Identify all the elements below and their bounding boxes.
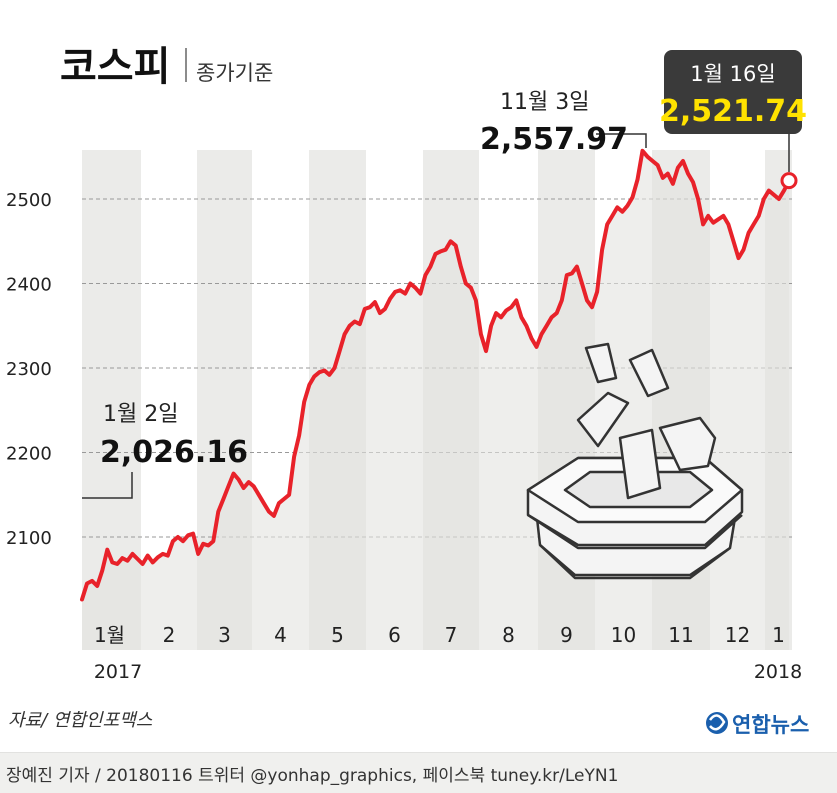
annotation-peak-date: 11월 3일: [500, 90, 589, 115]
y-tick-label: 2200: [6, 444, 52, 465]
leader-line-start: [82, 472, 133, 499]
callout-value: 2,521.74: [659, 94, 807, 129]
month-label: 9: [560, 623, 573, 647]
kospi-line: [80, 148, 791, 602]
month-label: 8: [502, 623, 515, 647]
footer-credit: 장예진 기자 / 20180116 트위터 @yonhap_graphics, …: [6, 766, 619, 786]
year-label-2018: 2018: [754, 661, 802, 683]
footer-bar: 장예진 기자 / 20180116 트위터 @yonhap_graphics, …: [0, 752, 837, 793]
month-label: 11: [668, 623, 693, 647]
callout-date: 1월 16일: [690, 62, 775, 86]
month-label: 3: [218, 623, 231, 647]
month-label: 2: [163, 623, 176, 647]
paper-tray-illustration: [526, 342, 744, 580]
annotation-peak-value: 2,557.97: [480, 122, 628, 157]
chart: 2100 2200 2300 2400 2500 1월 2 3 4 5 6 7 8 9 10 11 12 1 2…: [6, 44, 809, 737]
month-label: 6: [388, 623, 401, 647]
month-label: 1월: [94, 623, 125, 647]
source-note: 자료/ 연합인포맥스: [8, 710, 153, 731]
yonhap-logo: 연합뉴스: [706, 712, 809, 737]
leader-line-peak: [596, 133, 647, 148]
callout-box: [664, 50, 802, 134]
annotation-start-value: 2,026.16: [100, 435, 248, 470]
month-label: 4: [274, 623, 287, 647]
y-tick-label: 2500: [6, 190, 52, 211]
month-label: 7: [445, 623, 458, 647]
month-label: 10: [611, 623, 636, 647]
page-title: 코스피: [60, 44, 170, 90]
month-label: 12: [725, 623, 750, 647]
yonhap-logo-text: 연합뉴스: [732, 713, 809, 737]
annotation-start-date: 1월 2일: [103, 402, 178, 427]
month-label: 5: [331, 623, 344, 647]
y-tick-label: 2100: [6, 528, 52, 549]
y-tick-label: 2300: [6, 359, 52, 380]
month-label: 1: [772, 623, 785, 647]
year-label-2017: 2017: [94, 661, 142, 683]
page-subtitle: 종가기준: [196, 61, 273, 85]
month-labels: 1월 2 3 4 5 6 7 8 9 10 11 12 1: [94, 623, 785, 647]
y-tick-labels: 2100 2200 2300 2400 2500: [6, 190, 52, 549]
end-point-marker[interactable]: [780, 172, 798, 190]
y-tick-label: 2400: [6, 275, 52, 296]
